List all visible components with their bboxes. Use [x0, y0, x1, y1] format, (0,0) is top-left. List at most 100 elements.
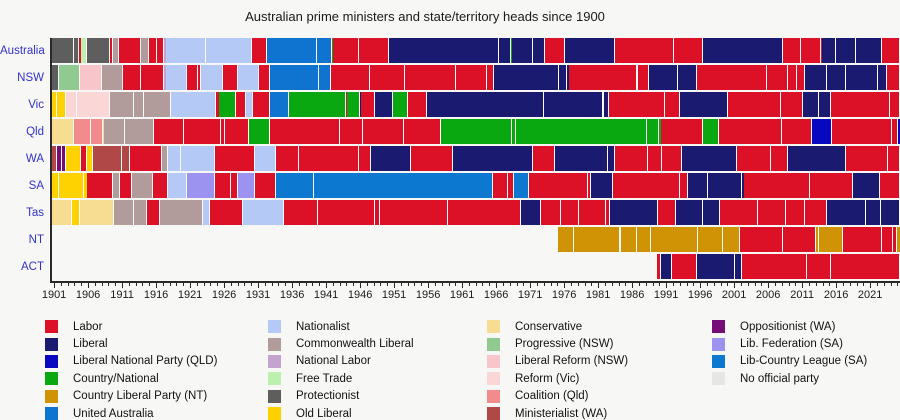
segment-labor	[783, 38, 801, 63]
segment-labor	[888, 146, 900, 171]
x-axis-tick	[489, 283, 491, 286]
segment-united_australia	[269, 65, 319, 90]
segment-labor	[214, 146, 256, 171]
segment-nationalist	[181, 146, 215, 171]
x-axis-tick	[217, 283, 219, 286]
x-axis-tick	[482, 283, 484, 286]
segment-lcl_sa	[313, 173, 493, 198]
x-axis-tick	[319, 283, 321, 286]
x-axis-tick	[54, 283, 56, 288]
segment-country	[316, 38, 318, 63]
x-axis-tick	[271, 283, 273, 286]
segment-labor	[255, 173, 276, 198]
segment-labor	[637, 65, 650, 90]
segment-labor	[568, 65, 638, 90]
segment-labor	[330, 65, 370, 90]
legend-swatch-national_labor	[268, 354, 281, 368]
x-axis-tick	[795, 283, 797, 286]
segment-country	[440, 119, 513, 144]
row-label-nt[interactable]: NT	[28, 234, 44, 246]
x-axis-tick	[720, 283, 722, 286]
segment-nationalist	[245, 92, 253, 117]
segment-labor	[842, 227, 882, 252]
legend-item-clp: Country Liberal Party (NT)	[45, 388, 217, 405]
segment-nationalist	[171, 92, 174, 117]
legend-label: Commonwealth Liberal	[296, 338, 414, 351]
x-axis-tick	[516, 283, 518, 286]
segment-labor	[146, 200, 161, 225]
legend-label: Old Liberal	[296, 407, 352, 420]
legend-item-old_liberal: Old Liberal	[268, 405, 414, 420]
segment-labor	[122, 65, 142, 90]
segment-labor	[661, 146, 683, 171]
segment-national_labor	[164, 65, 167, 90]
segment-country	[511, 38, 513, 63]
segment-labor	[587, 173, 592, 198]
segment-labor	[404, 65, 456, 90]
row-label-vic[interactable]: Vic	[28, 99, 44, 111]
x-axis-tick	[210, 283, 212, 286]
segment-labor	[528, 173, 588, 198]
segment-labor	[154, 119, 184, 144]
segment-labor	[183, 119, 221, 144]
segment-protectionist	[86, 38, 110, 63]
segment-united_australia	[266, 38, 317, 63]
legend-item-progressive_nsw: Progressive (NSW)	[487, 335, 628, 352]
segment-liberal	[826, 200, 866, 225]
x-axis-tick-label: 1901	[41, 289, 67, 301]
row-label-act[interactable]: ACT	[21, 261, 44, 273]
segment-labor	[403, 119, 441, 144]
x-axis-tick	[366, 283, 368, 286]
segment-labor	[80, 146, 88, 171]
segment-labor	[298, 146, 360, 171]
segment-old_liberal	[56, 92, 66, 117]
legend-item-reform_vic: Reform (Vic)	[487, 370, 628, 387]
segment-country	[332, 38, 333, 63]
row-label-qld[interactable]: Qld	[26, 126, 44, 138]
x-axis-tick	[802, 283, 804, 288]
x-axis-tick	[679, 283, 681, 286]
segment-labor	[339, 119, 364, 144]
segment-labor	[78, 38, 81, 63]
x-axis-tick	[618, 283, 620, 286]
segment-labor	[320, 200, 375, 225]
segment-labor	[487, 65, 495, 90]
x-axis-tick-label: 2021	[857, 289, 883, 301]
row-label-nsw[interactable]: NSW	[17, 72, 44, 84]
x-axis-tick	[67, 283, 69, 286]
segment-old_liberal	[52, 173, 59, 198]
segment-labor	[120, 173, 132, 198]
segment-clp	[698, 227, 724, 252]
segment-labor	[209, 200, 244, 225]
x-axis-tick-label: 2016	[823, 289, 849, 301]
segment-liberal	[703, 200, 721, 225]
x-axis-tick	[509, 283, 511, 286]
segment-nationalist	[243, 200, 284, 225]
legend-item-lcl_sa: Lib-Country League (SA)	[712, 353, 867, 370]
segment-liberal	[559, 65, 567, 90]
row-label-wa[interactable]: WA	[25, 153, 44, 165]
segment-country	[659, 119, 661, 144]
segment-liberal	[682, 146, 737, 171]
legend-swatch-coalition_qld	[487, 389, 500, 403]
legend-swatch-liberal	[45, 337, 58, 351]
legend-item-ministerialist_wa: Ministerialist (WA)	[487, 405, 628, 420]
legend-item-country: Country/National	[45, 370, 217, 387]
segment-nationalist	[166, 65, 188, 90]
legend-column-3: Conservative Progressive (NSW) Liberal Ref…	[487, 318, 628, 420]
segment-liberal	[360, 92, 362, 117]
x-axis-tick	[94, 283, 96, 286]
x-axis-tick	[142, 283, 144, 286]
row-label-sa[interactable]: SA	[28, 180, 44, 192]
x-axis-tick-label: 1996	[687, 289, 713, 301]
segment-labor	[187, 65, 198, 90]
row-label-tas[interactable]: Tas	[26, 207, 44, 219]
x-axis-tick	[407, 283, 409, 286]
segment-national_labor	[164, 38, 167, 63]
segment-nationalist	[200, 65, 223, 90]
segment-labor	[781, 119, 813, 144]
legend-swatch-clp	[45, 389, 58, 403]
row-label-australia[interactable]: Australia	[0, 45, 45, 57]
legend-swatch-commonwealth_liberal	[268, 337, 281, 351]
legend-swatch-labor	[45, 320, 58, 334]
